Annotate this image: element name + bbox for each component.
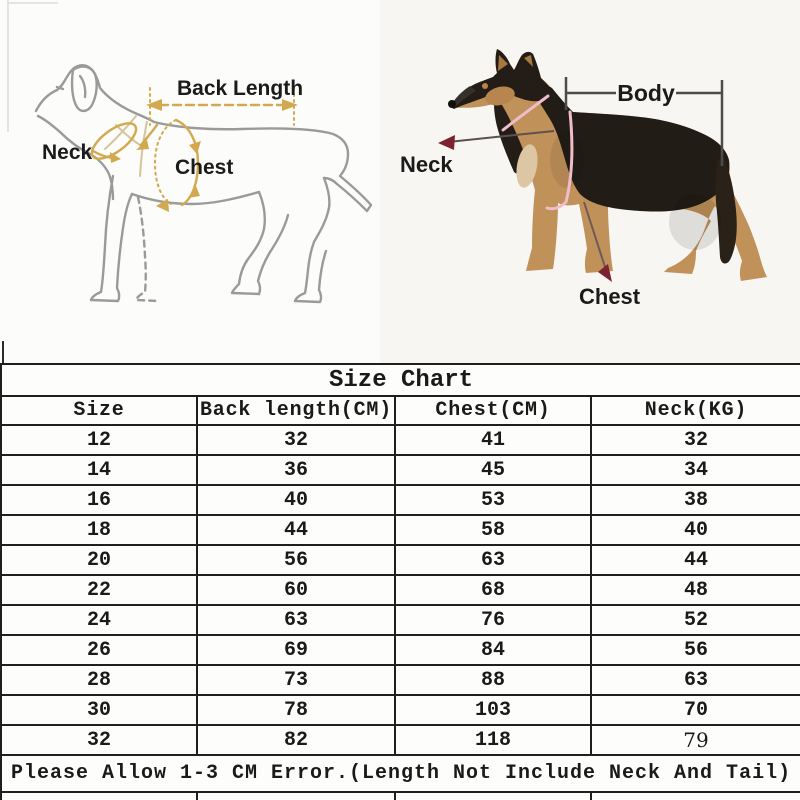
table-cell: 18	[0, 514, 198, 546]
cutoff-stub-row	[0, 791, 800, 800]
table-row: 30 78 103 70	[0, 694, 800, 726]
table-cell: 44	[196, 514, 396, 546]
table-top-left-stub	[2, 341, 4, 365]
table-cell: 40	[589, 514, 800, 546]
table-cell: 32	[196, 424, 396, 456]
table-cell: 63	[589, 664, 800, 696]
size-chart-title: Size Chart	[0, 363, 800, 397]
column-header-chest: Chest(CM)	[394, 395, 592, 426]
table-cell: 82	[196, 724, 396, 756]
table-cell: 22	[0, 574, 198, 606]
table-cell: 88	[394, 664, 592, 696]
note-row: Please Allow 1-3 CM Error.(Length Not In…	[0, 754, 800, 793]
back-length-label: Back Length	[177, 77, 303, 100]
german-shepherd	[448, 49, 767, 281]
table-row: 18 44 58 40	[0, 514, 800, 546]
table-cell: 68	[394, 574, 592, 606]
table-cell: 38	[589, 484, 800, 516]
size-note: Please Allow 1-3 CM Error.(Length Not In…	[0, 754, 800, 793]
table-cell: 56	[589, 634, 800, 666]
body-label: Body	[617, 80, 675, 106]
table-cell: 32	[589, 424, 800, 456]
table-row: 14 36 45 34	[0, 454, 800, 486]
chest-measure-ellipse	[153, 118, 201, 212]
table-cell: 16	[0, 484, 198, 516]
crop-edge-lines	[7, 0, 58, 132]
table-row: 12 32 41 32	[0, 424, 800, 456]
stub-cell	[394, 791, 592, 800]
table-cell: 63	[196, 604, 396, 636]
table-cell: 30	[0, 694, 198, 726]
table-row: 22 60 68 48	[0, 574, 800, 606]
table-cell: 24	[0, 604, 198, 636]
table-cell: 28	[0, 664, 198, 696]
size-chart-table: Size Chart Size Back length(CM) Chest(CM…	[0, 363, 800, 800]
table-row: 24 63 76 52	[0, 604, 800, 636]
table-cell: 41	[394, 424, 592, 456]
header-row: Size Back length(CM) Chest(CM) Neck(KG)	[0, 395, 800, 426]
table-cell: 84	[394, 634, 592, 666]
neck-label-photo: Neck	[400, 152, 453, 177]
table-cell: 26	[0, 634, 198, 666]
table-cell: 20	[0, 544, 198, 576]
size-chart-title-row: Size Chart	[0, 363, 800, 397]
table-cell: 63	[394, 544, 592, 576]
column-header-back-length: Back length(CM)	[196, 395, 396, 426]
table-row: 32 82 118 79	[0, 724, 800, 756]
table-cell: 60	[196, 574, 396, 606]
table-row: 28 73 88 63	[0, 664, 800, 696]
neck-label-sketch: Neck	[42, 141, 93, 164]
table-row: 16 40 53 38	[0, 484, 800, 516]
stub-cell	[589, 791, 800, 800]
neck-measure-loop	[90, 122, 159, 163]
table-cell: 32	[0, 724, 198, 756]
table-cell: 44	[589, 544, 800, 576]
dog-measurement-sketch: Back Length Neck Chest	[7, 0, 373, 304]
table-cell: 69	[196, 634, 396, 666]
table-cell: 79	[589, 724, 800, 756]
table-cell: 40	[196, 484, 396, 516]
dog-outline	[34, 63, 373, 304]
table-cell: 12	[0, 424, 198, 456]
table-cell: 52	[589, 604, 800, 636]
table-cell: 76	[394, 604, 592, 636]
measurement-diagrams: Back Length Neck Chest	[0, 0, 800, 363]
table-cell: 36	[196, 454, 396, 486]
table-cell: 34	[589, 454, 800, 486]
table-cell: 53	[394, 484, 592, 516]
neck-arrow	[438, 130, 555, 150]
table-cell: 103	[394, 694, 592, 726]
stub-cell	[196, 791, 396, 800]
stub-cell	[0, 791, 198, 800]
chest-label-sketch: Chest	[175, 156, 233, 179]
dog-photo-illustration: Body Neck Chest	[380, 0, 800, 363]
table-cell: 48	[589, 574, 800, 606]
table-cell: 14	[0, 454, 198, 486]
table-cell: 45	[394, 454, 592, 486]
table-cell: 73	[196, 664, 396, 696]
table-row: 20 56 63 44	[0, 544, 800, 576]
table-cell: 70	[589, 694, 800, 726]
column-header-neck: Neck(KG)	[589, 395, 800, 426]
table-cell: 58	[394, 514, 592, 546]
harness	[501, 94, 574, 211]
chest-arrow	[583, 201, 612, 282]
table-cell: 118	[394, 724, 592, 756]
table-cell: 78	[196, 694, 396, 726]
back-length-arrow	[146, 87, 298, 126]
table-row: 26 69 84 56	[0, 634, 800, 666]
body-measure	[564, 77, 724, 166]
table-cell: 56	[196, 544, 396, 576]
chest-label-photo: Chest	[579, 284, 641, 309]
column-header-size: Size	[0, 395, 198, 426]
